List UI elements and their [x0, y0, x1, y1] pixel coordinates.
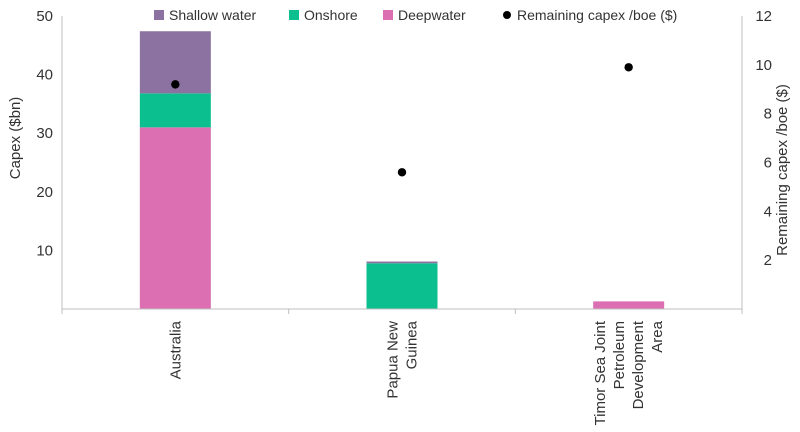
y-tick-label: 30	[36, 125, 53, 142]
y2-tick-label: 4	[764, 203, 772, 220]
legend-swatch-onshore	[289, 10, 299, 20]
legend-label-shallow-water: Shallow water	[169, 7, 256, 23]
y2-tick-label: 12	[755, 8, 772, 25]
legend: Shallow water Onshore Deepwater Remaining c…	[154, 7, 677, 23]
category-label-2: Timor Sea Joint	[592, 320, 609, 425]
y-tick-label: 20	[36, 184, 53, 201]
legend-label-onshore: Onshore	[304, 7, 358, 23]
y-tick-label: 40	[36, 67, 53, 84]
bar-onshore-0	[139, 93, 211, 128]
y-tick-label: 10	[36, 242, 53, 259]
legend-swatch-deepwater	[383, 10, 393, 20]
legend-swatch-shallow-water	[154, 10, 164, 20]
bar-shallow-water-1	[366, 261, 438, 264]
category-label-0: Australia	[167, 320, 184, 379]
bar-onshore-1	[366, 263, 438, 309]
capex-boe-point-0	[171, 80, 180, 89]
capex-boe-point-1	[397, 168, 407, 177]
y-tick-label: 50	[36, 8, 53, 25]
capex-boe-point-2	[624, 63, 633, 72]
bar-deepwater-0	[139, 127, 211, 309]
axes: 10 20 30 40 50 2 4 6 8 10 12	[36, 8, 772, 314]
y2-tick-label: 8	[764, 106, 772, 123]
y2-tick-label: 6	[764, 155, 772, 172]
category-label-2: Development	[630, 320, 647, 409]
y-axis-title: Capex ($bn)	[7, 97, 24, 180]
category-labels: Australia Papua New Guinea Timor Sea Joint P…	[167, 320, 666, 425]
legend-label-remaining-capex-boe: Remaining capex /boe ($)	[517, 7, 677, 23]
y2-tick-label: 2	[764, 252, 772, 269]
plot-area	[139, 31, 665, 309]
category-label-1: Papua New	[385, 321, 402, 399]
y2-axis-title: Remaining capex /boe ($)	[774, 84, 791, 256]
category-label-2: Petroleum	[611, 321, 628, 389]
legend-label-deepwater: Deepwater	[398, 7, 466, 23]
bar-deepwater-2	[593, 301, 665, 309]
legend-swatch-remaining-capex-boe	[503, 11, 511, 19]
y2-tick-label: 10	[755, 57, 772, 74]
category-label-1: Guinea	[404, 320, 421, 369]
category-label-2: Area	[649, 320, 666, 352]
